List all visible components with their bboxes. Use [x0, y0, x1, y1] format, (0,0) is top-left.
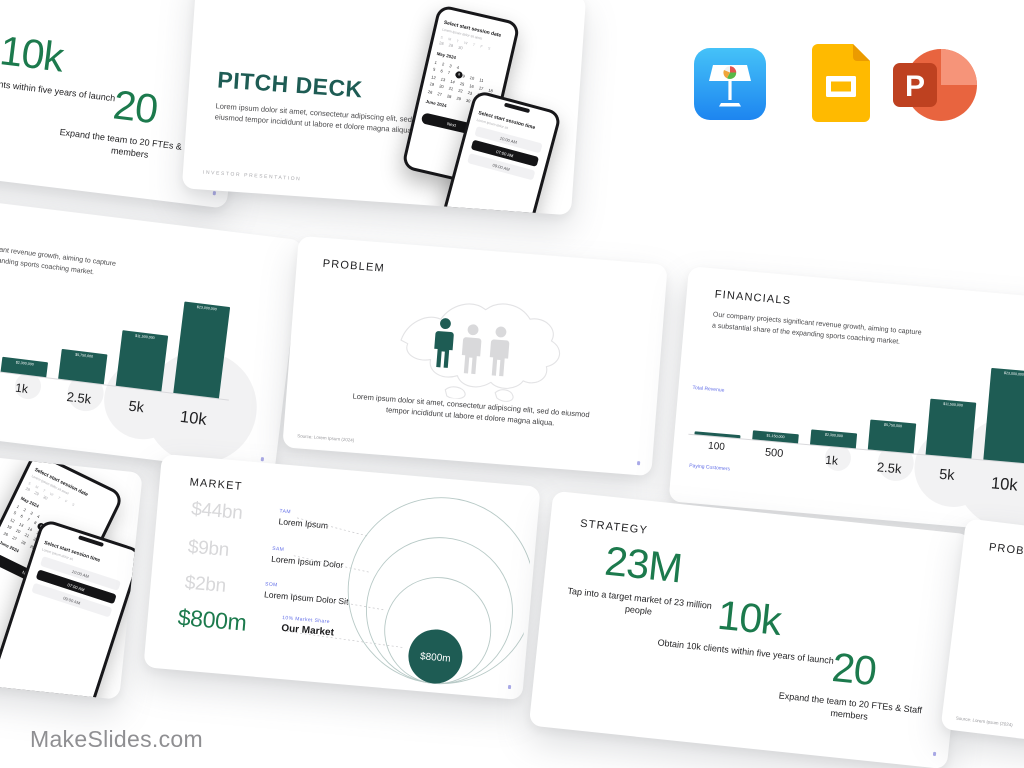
slide-financials: FINANCIALS Our company projects signific… — [668, 266, 1024, 538]
revenue-bar: $5,750,000 — [58, 348, 108, 385]
bar-value-label: $23,000,000 — [196, 304, 218, 311]
page-number-dot — [932, 751, 937, 757]
revenue-bar-chart: 100$1,150,000500$2,300,0001k$5,750,0002.… — [0, 251, 264, 470]
bar-value-label: $23,000,000 — [1003, 370, 1024, 377]
source-note: Source: Lorem Ipsum (2024) — [955, 715, 1014, 728]
revenue-bar: $11,500,000 — [115, 330, 169, 392]
market-tag: SOM — [264, 581, 278, 589]
person-icon — [488, 325, 511, 377]
slide-title: STRATEGY — [579, 517, 649, 537]
map-outline — [374, 281, 579, 413]
bar-value-label: $5,750,000 — [883, 422, 903, 428]
stat-20: 20 Expand the team to 20 FTEs & Staff me… — [761, 640, 943, 730]
slide-pitch-deck: PITCH DECK Lorem ipsum dolor sit amet, c… — [181, 0, 587, 216]
bar-category-label: 1k — [14, 380, 29, 397]
phone-notch — [503, 102, 531, 114]
bar-category-label: 2.5k — [65, 388, 93, 407]
market-tag: SAM — [271, 545, 285, 553]
slide-title: FINANCIALS — [714, 288, 792, 308]
slide-strategy: STRATEGY 23M Tap into a target market of… — [528, 490, 972, 768]
bar-value-label: $5,750,000 — [75, 352, 94, 359]
source-note: Source: Lorem Ipsum (2024) — [296, 433, 355, 443]
stat-value: 23M — [0, 0, 13, 30]
slide-phones-cropped: Select start session date Lorem ipsum do… — [0, 432, 143, 700]
bar-value-label: $2,300,000 — [15, 359, 34, 367]
bar-category-label: 5k — [127, 398, 145, 417]
bar-category-label: 100 — [707, 440, 726, 453]
bubble-value: $800m — [420, 651, 451, 665]
slide-title: PROBLEM — [322, 257, 386, 275]
x-axis-label: Paying Customers — [688, 462, 731, 473]
slide-financials-cropped: FINANCIALS Our company projects signific… — [0, 189, 303, 475]
revenue-bar: $5,750,000 — [867, 419, 917, 454]
market-tag: TAM — [279, 508, 292, 516]
bar-category-label: 10k — [179, 407, 208, 430]
bar-value-label: $11,500,000 — [134, 333, 155, 340]
slide-market: MARKET $44bn TAM Lorem Ipsum $9bn SAM Lo… — [143, 453, 541, 701]
bar-value-label: $1,150,000 — [766, 433, 785, 439]
bar-category-label: 500 — [764, 446, 784, 461]
market-value-tam: $44bn — [190, 498, 244, 525]
slide-title: PROBLEM — [988, 541, 1024, 561]
page-number-dot — [636, 461, 641, 466]
bar-category-label: 10k — [990, 474, 1019, 495]
page-number-dot — [507, 684, 512, 690]
person-icon — [432, 317, 456, 369]
bar-category-label: 5k — [938, 466, 956, 485]
market-value-som: $2bn — [183, 572, 227, 597]
tam-sam-som-circles: $800m — [282, 474, 535, 700]
slide-problem: PROBLEM — [282, 235, 668, 477]
slide-footer: INVESTOR PRESENTATION — [202, 169, 302, 183]
phone-notch — [78, 535, 105, 548]
stat-value: 10k — [0, 27, 66, 81]
page-number-dot — [212, 191, 217, 196]
page-number-dot — [260, 457, 265, 462]
google-slides-icon — [812, 44, 870, 127]
bar-category-label: 2.5k — [876, 459, 903, 477]
site-watermark: MakeSlides.com — [30, 726, 203, 752]
market-value-sam: $9bn — [187, 536, 230, 562]
people-icons — [431, 317, 514, 386]
bar-value-label: $11,500,000 — [943, 401, 964, 408]
revenue-bar-chart: 100 $1,150,000 500 $2,300,000 1k $5,750,000 2.… — [688, 327, 1024, 534]
revenue-bar: $11,500,000 — [925, 398, 977, 459]
bar-value-label: $2,300,000 — [824, 432, 844, 438]
powerpoint-letter: P — [905, 70, 925, 103]
revenue-bar: $1,150,000 — [752, 430, 799, 444]
slide-title: MARKET — [189, 476, 244, 493]
person-icon — [460, 323, 483, 375]
revenue-bar: $2,300,000 — [0, 356, 49, 378]
powerpoint-icon: P — [893, 48, 979, 127]
revenue-bar: $23,000,000 — [983, 367, 1024, 464]
our-market-bubble — [408, 629, 463, 684]
bar-category-label: 1k — [824, 452, 839, 468]
market-value-ours: $800m — [176, 603, 248, 636]
keynote-icon — [694, 48, 766, 125]
slide-title: PITCH DECK — [216, 66, 364, 103]
